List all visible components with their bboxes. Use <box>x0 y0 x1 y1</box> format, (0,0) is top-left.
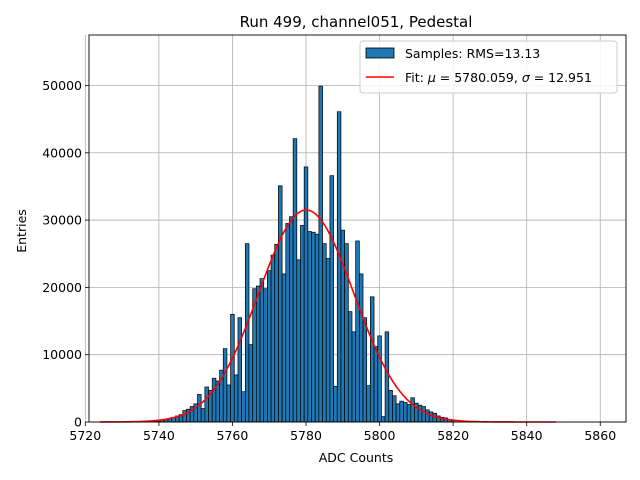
histogram-bar <box>384 331 390 423</box>
legend-fit-mu-symbol: μ <box>427 70 436 85</box>
histogram-bar <box>403 402 408 423</box>
legend-fit-sigma-value: = 12.951 <box>530 70 592 85</box>
histogram-bars <box>153 85 456 423</box>
x-axis-ticks: 5720 5740 5760 5780 5800 5820 5840 5860 <box>69 422 616 443</box>
histogram-bar <box>347 311 353 423</box>
histogram-bar <box>270 254 276 423</box>
histogram-bar <box>274 243 279 423</box>
y-tick-label: 0 <box>74 415 82 430</box>
histogram-bar <box>410 397 415 423</box>
histogram-bar <box>406 404 412 423</box>
histogram-bar <box>303 166 309 423</box>
x-tick-label: 5720 <box>69 428 101 443</box>
y-axis-label: Entries <box>14 209 29 253</box>
legend: Samples: RMS=13.13 Fit: μ = 5780.059, σ … <box>359 40 618 94</box>
histogram-bar <box>296 259 301 423</box>
histogram-bar <box>248 344 254 423</box>
histogram-bar <box>267 270 272 423</box>
x-tick-label: 5840 <box>511 428 543 443</box>
y-tick-label: 50000 <box>42 78 82 93</box>
y-tick-label: 20000 <box>42 280 82 295</box>
legend-samples-swatch <box>365 47 395 59</box>
x-tick-label: 5780 <box>290 428 322 443</box>
legend-fit-label: Fit: μ = 5780.059, σ = 12.951 <box>405 70 592 85</box>
histogram-bar <box>259 278 265 423</box>
histogram-bar <box>233 374 239 423</box>
histogram-bar <box>318 85 323 423</box>
y-axis-ticks: 0 10000 20000 30000 40000 50000 <box>42 78 89 430</box>
histogram-bar <box>204 386 209 423</box>
histogram-bar <box>336 111 342 423</box>
histogram-bar <box>307 231 312 423</box>
histogram-bar <box>388 390 393 423</box>
histogram-bar <box>392 395 397 423</box>
histogram-bar <box>222 348 228 423</box>
y-tick-label: 40000 <box>42 145 82 160</box>
histogram-bar <box>417 404 423 423</box>
histogram-bar <box>373 346 379 423</box>
legend-fit-prefix: Fit: <box>405 70 428 85</box>
histogram-bar <box>399 400 404 423</box>
histogram-bar <box>263 288 268 423</box>
axes-frame <box>88 34 627 423</box>
histogram-bar <box>351 331 357 423</box>
histogram-bar <box>197 394 202 423</box>
legend-samples-label: Samples: RMS=13.13 <box>405 46 540 61</box>
histogram-bar <box>395 403 401 423</box>
histogram-bar <box>329 175 334 423</box>
x-tick-label: 5860 <box>584 428 616 443</box>
x-tick-label: 5740 <box>143 428 175 443</box>
histogram-bar <box>256 285 261 423</box>
histogram-bar <box>285 223 290 423</box>
histogram-bar <box>381 416 386 423</box>
x-tick-label: 5820 <box>437 428 469 443</box>
histogram-bar <box>244 243 250 423</box>
histogram-bar <box>237 317 242 423</box>
histogram-bar <box>281 273 287 423</box>
histogram-bar <box>230 313 235 423</box>
histogram-bar <box>314 233 320 423</box>
y-tick-label: 30000 <box>42 213 82 228</box>
histogram-bar <box>241 391 246 423</box>
histogram-bar <box>421 406 426 423</box>
histogram-bar <box>211 377 217 423</box>
histogram-bar <box>292 138 298 423</box>
histogram-bar <box>300 225 305 423</box>
x-tick-label: 5760 <box>217 428 249 443</box>
histogram-bar <box>425 409 430 423</box>
histogram-bar <box>325 258 331 423</box>
histogram-bar <box>366 385 371 423</box>
y-tick-label: 10000 <box>42 347 82 362</box>
histogram-bar <box>377 335 382 423</box>
legend-fit-sigma-symbol: σ <box>522 70 531 85</box>
histogram-bar <box>370 296 375 423</box>
legend-box <box>359 40 618 94</box>
histogram-bar <box>333 385 338 423</box>
histogram-bar <box>289 216 294 423</box>
histogram-bar <box>278 185 283 423</box>
histogram-bar <box>358 273 364 423</box>
histogram-bar <box>355 240 360 423</box>
histogram-bar <box>362 317 368 423</box>
histogram-bar <box>226 384 231 423</box>
legend-fit-mu-value: = 5780.059, <box>436 70 522 85</box>
chart-title: Run 499, channel051, Pedestal <box>240 13 473 31</box>
x-axis-label: ADC Counts <box>319 450 394 465</box>
histogram-bar <box>322 243 327 423</box>
histogram-bar <box>182 410 187 423</box>
histogram-bar <box>200 408 206 423</box>
histogram-bar <box>311 231 316 423</box>
x-tick-label: 5800 <box>364 428 396 443</box>
histogram-bar <box>428 411 434 423</box>
